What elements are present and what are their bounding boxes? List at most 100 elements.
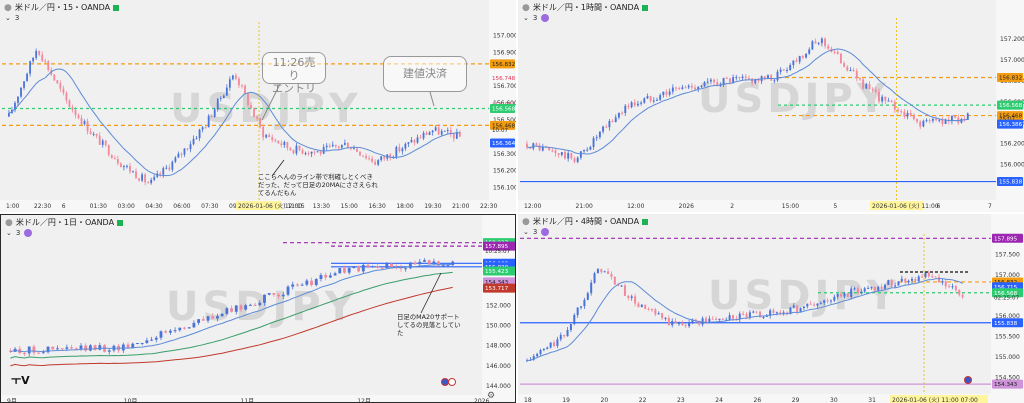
chart-panel-1d[interactable]: ● 米ドル／円・1日・OANDA ⌄3 USDJPY158.000156.000… — [0, 214, 516, 403]
candle-body — [171, 161, 174, 170]
chevron-down-icon[interactable]: ⌄ — [5, 14, 11, 22]
indicator-icon[interactable] — [541, 14, 550, 22]
candle-body — [954, 115, 957, 118]
x-tick-label: 19:30 — [424, 203, 441, 210]
indicator-row[interactable]: ⌄ 3 — [6, 229, 33, 237]
candle-body — [265, 134, 268, 138]
candle-body — [560, 152, 563, 155]
indicator-row[interactable]: ⌄ 3 — [523, 14, 550, 22]
candle-body — [247, 93, 249, 106]
candle-body — [116, 159, 119, 164]
price-label-bg — [997, 111, 1023, 121]
chart-panel-1h[interactable]: ● 米ドル／円・1時間・OANDA ⌄ 3 USDJPY 157.200 157.00… — [518, 0, 1024, 212]
candle-body — [145, 340, 149, 343]
chevron-down-icon[interactable]: ⌄ — [6, 229, 12, 237]
candle-body — [789, 64, 792, 70]
candle-body — [262, 126, 265, 138]
candle-body — [786, 69, 788, 71]
candle-body — [207, 115, 210, 128]
candle-body — [325, 145, 328, 148]
candle-body — [817, 43, 820, 45]
candle-body — [725, 319, 728, 321]
y-tick-label: 148.000 — [486, 343, 511, 350]
candle-body — [546, 347, 549, 350]
moving-average-line — [526, 278, 963, 361]
x-tick-label: 10月 — [124, 398, 138, 403]
chart-canvas[interactable]: USDJPY157.200157.000156.800156.600156.40… — [518, 0, 1024, 212]
candle-body — [206, 316, 210, 321]
candle-body — [107, 145, 110, 156]
y-tick-label: 152.000 — [486, 302, 511, 309]
candle-body — [84, 345, 88, 351]
chevron-down-icon[interactable]: ⌄ — [523, 228, 529, 236]
chevron-down-icon[interactable]: ⌄ — [523, 14, 529, 22]
candle-body — [904, 278, 907, 283]
candle-body — [732, 77, 735, 83]
chart-canvas[interactable]: USDJPY158.000156.000152.000150.000148.00… — [1, 215, 516, 403]
candle-body — [589, 146, 592, 150]
candle-body — [931, 118, 934, 121]
candle-body — [286, 286, 290, 295]
indicator-row[interactable]: ⌄ 3 — [523, 228, 550, 236]
candle-body — [390, 263, 393, 267]
candle-body — [174, 157, 177, 162]
candle-body — [586, 149, 589, 151]
candle-body — [271, 137, 274, 141]
candle-body — [751, 78, 754, 84]
indicator-icon[interactable] — [541, 228, 550, 236]
candle-body — [554, 150, 557, 154]
candle-body — [914, 278, 917, 282]
indicator-count: 3 — [532, 228, 538, 236]
candle-body — [126, 344, 130, 349]
candle-body — [532, 356, 535, 360]
x-tick-label: 15:00 — [782, 203, 799, 210]
x-tick-label: 13:30 — [313, 203, 330, 210]
candle-body — [198, 129, 201, 139]
indicator-icon[interactable] — [24, 229, 33, 237]
candle-body — [823, 300, 826, 303]
candle-body — [23, 353, 26, 355]
chart-panel-4h[interactable]: ● 米ドル／円・4時間・OANDA ⌄ 3 USDJPY 157.500 157.00… — [518, 214, 1024, 403]
time-highlight-label: 2026-01-06 (火) 11:15 — [238, 203, 305, 210]
candle-body — [213, 109, 216, 117]
x-tick-label: 30 — [830, 397, 838, 403]
candle-body — [32, 57, 35, 62]
candle-body — [654, 309, 657, 315]
candle-body — [334, 144, 337, 147]
candle-body — [948, 286, 951, 288]
x-tick-label: 01:30 — [90, 203, 107, 210]
price-label: 156.468 — [999, 114, 1023, 120]
gear-icon[interactable]: ⚙ — [487, 391, 496, 401]
candle-body — [553, 342, 556, 346]
candle-body — [551, 150, 554, 152]
candle-body — [210, 115, 213, 117]
candle-body — [235, 75, 237, 79]
candle-body — [380, 156, 383, 161]
chart-canvas[interactable]: USDJPY157.000156.900156.700156.600156.50… — [0, 0, 516, 212]
candle-body — [829, 300, 832, 302]
candle-body — [70, 347, 73, 349]
candle-body — [291, 284, 295, 287]
x-tick-label: 18 — [524, 397, 532, 403]
chart-panel-15m[interactable]: ● 米ドル／円・15・OANDA ⌄ 3 USDJPY 157.000 156.900… — [0, 0, 516, 212]
candle-body — [757, 79, 760, 82]
candle-body — [846, 66, 849, 71]
y-tick-label: 157.200 — [1000, 36, 1024, 43]
candle-body — [168, 330, 172, 333]
chart-canvas[interactable]: USDJPY157.500157.000156.500156.000155.50… — [518, 214, 1024, 403]
candle-body — [677, 323, 680, 325]
candle-body — [684, 87, 687, 89]
candle-body — [88, 345, 92, 351]
candle-body — [305, 280, 309, 285]
dot-icon: ● — [522, 216, 530, 227]
status-square-icon — [113, 4, 120, 11]
candle-body — [23, 81, 25, 88]
candle-body — [310, 280, 313, 285]
candle-body — [887, 280, 890, 285]
candle-body — [141, 174, 143, 181]
candle-body — [541, 146, 544, 151]
price-axis — [991, 214, 1024, 403]
indicator-count: 3 — [14, 14, 20, 22]
candle-body — [644, 304, 647, 310]
indicator-row[interactable]: ⌄ 3 — [5, 14, 19, 22]
